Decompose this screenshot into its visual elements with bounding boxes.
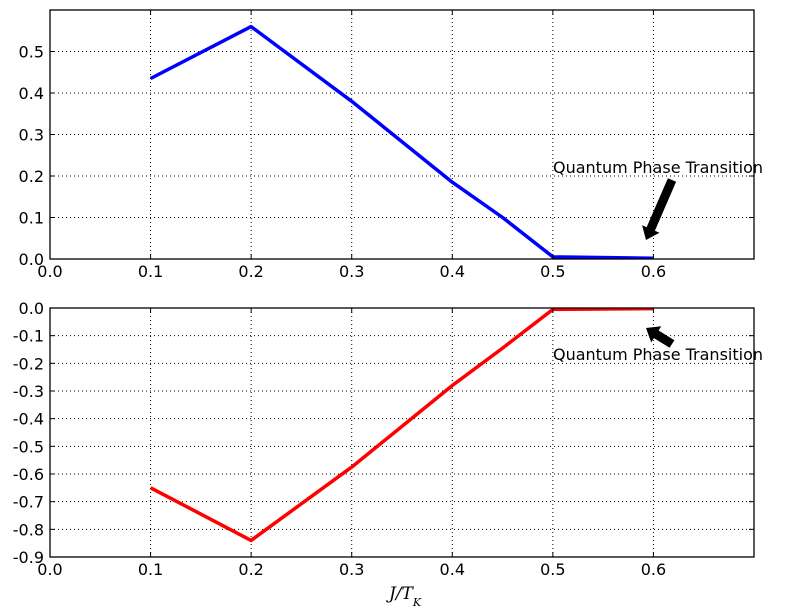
y-tick-label: 0.4 [19, 84, 44, 103]
x-tick-label: 0.1 [138, 560, 163, 579]
y-tick-label: -0.6 [13, 465, 44, 484]
y-tick-label: -0.9 [13, 548, 44, 567]
x-tick-label: 0.2 [238, 560, 263, 579]
axes-frame [49, 307, 755, 558]
y-tick-label: 0.1 [19, 209, 44, 228]
x-tick-label: 0.1 [138, 262, 163, 281]
y-tick-label: 0.0 [19, 250, 44, 269]
annotation-arrow [642, 178, 677, 240]
series-line [149, 24, 654, 259]
y-tick-label: -0.4 [13, 410, 44, 429]
y-tick-label: -0.2 [13, 354, 44, 373]
annotation-arrow [646, 326, 675, 348]
y-tick-label: -0.1 [13, 327, 44, 346]
x-axis-label: J/TK [386, 584, 422, 609]
x-tick-label: 0.3 [339, 262, 364, 281]
y-tick-label: -0.3 [13, 382, 44, 401]
y-tick-label: -0.7 [13, 493, 44, 512]
series-line [149, 308, 654, 543]
y-tick-label: -0.8 [13, 520, 44, 539]
top-panel: 0.0 0.1 0.2 0.3 0.4 0.5 0.6 0.0 0.1 0.2 0.3 0.4 0.5 Q… [19, 9, 763, 281]
x-tick-label: 0.5 [540, 560, 565, 579]
x-tick-label: 0.6 [641, 560, 666, 579]
bottom-panel: 0.0 0.1 0.2 0.3 0.4 0.5 0.6 0.0 -0.1 -0.2 -0.3 -0.4… [13, 299, 763, 609]
x-tick-label: 0.5 [540, 262, 565, 281]
y-tick-label: -0.5 [13, 437, 44, 456]
x-tick-label: 0.0 [37, 262, 62, 281]
y-tick-label: 0.0 [19, 299, 44, 318]
annotation-text: Quantum Phase Transition [553, 345, 763, 364]
x-tick-label: 0.4 [440, 560, 465, 579]
x-tick-label: 0.6 [641, 262, 666, 281]
y-tick-label: 0.5 [19, 43, 44, 62]
y-tick-label: 0.3 [19, 126, 44, 145]
x-tick-label: 0.4 [440, 262, 465, 281]
annotation-text: Quantum Phase Transition [553, 158, 763, 177]
x-tick-label: 0.3 [339, 560, 364, 579]
x-tick-label: 0.2 [238, 262, 263, 281]
x-tick-label: 0.0 [37, 560, 62, 579]
y-tick-label: 0.2 [19, 167, 44, 186]
